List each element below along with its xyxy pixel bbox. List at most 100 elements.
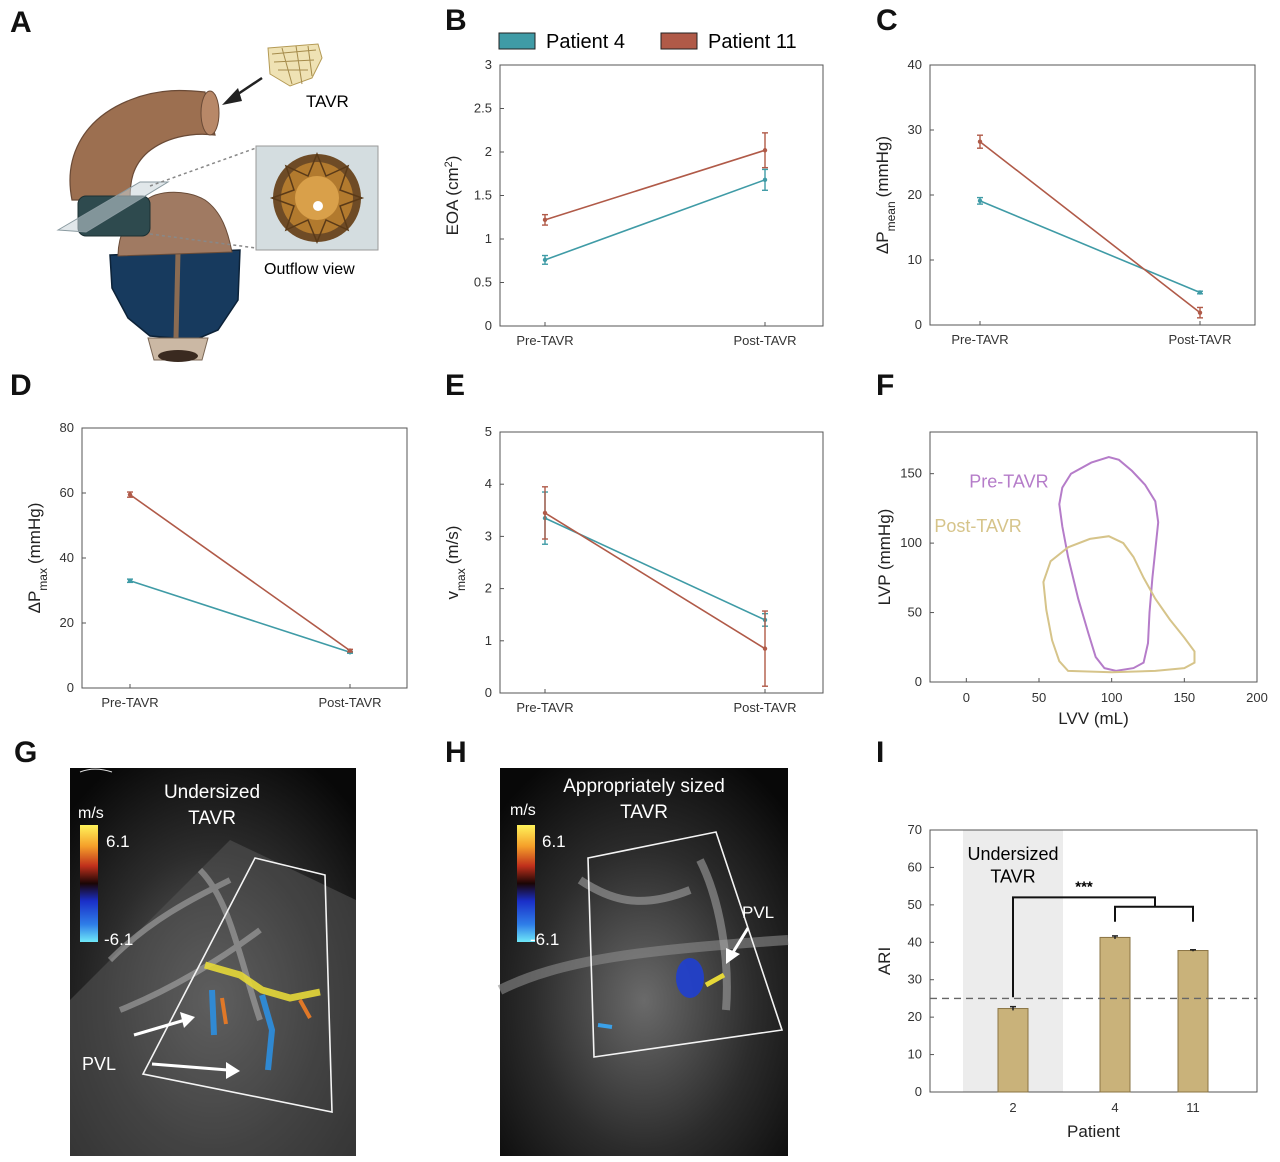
series-line-E-1 [544, 512, 766, 650]
data-point-B-1 [762, 148, 768, 153]
significance-bracket-main [1012, 896, 1156, 998]
y-axis-label-I: ARI [875, 947, 894, 975]
series-label-post-tavr: Post-TAVR [934, 516, 1021, 536]
doppler-jet-blue-g [209, 989, 276, 1071]
y-tick-label-F: 100 [900, 535, 922, 550]
echo-image-h [500, 768, 788, 1156]
colorbar-max-h: 6.1 [542, 832, 566, 851]
ventricle-seam [173, 251, 181, 339]
x-tick-label-B: Post-TAVR [733, 333, 796, 348]
data-point-C-1 [977, 139, 983, 144]
data-point-D-1 [127, 492, 133, 497]
plot-frame-I [929, 829, 1258, 1093]
plot-frame-F [929, 431, 1258, 683]
colorbar-min-h: -6.1 [530, 930, 559, 949]
series-label-pre-tavr: Pre-TAVR [969, 472, 1048, 492]
panel-letter-e: E [445, 369, 465, 402]
y-tick-label-C: 20 [908, 187, 922, 202]
series-line-B-1 [544, 149, 766, 221]
echo-title-h-line2: TAVR [620, 802, 668, 823]
pvl-arrow-2-head-icon [226, 1062, 240, 1079]
x-tick-label-F: 150 [1173, 690, 1195, 705]
y-tick-label-F: 150 [900, 466, 922, 481]
y-tick-label-E: 1 [485, 633, 492, 648]
y-tick-label-C: 40 [908, 57, 922, 72]
x-tick-label-I: 11 [1186, 1100, 1200, 1115]
y-tick-label-I: 20 [908, 1009, 922, 1024]
y-tick-label-D: 0 [67, 680, 74, 695]
panel-h-echo: m/s 6.1 -6.1 Appropriately sized TAVR PV… [497, 768, 789, 1156]
x-axis-label-I: Patient [1067, 1122, 1120, 1141]
echo-title-g-line2: TAVR [188, 808, 236, 829]
panel-letter-c: C [876, 4, 898, 37]
doppler-sector-g [141, 857, 333, 1113]
plot-frame-D [81, 427, 408, 689]
plot-frame-E [499, 431, 824, 694]
tavr-label: TAVR [306, 92, 349, 111]
data-point-C-0 [1197, 290, 1203, 295]
significance-marker: *** [1075, 878, 1093, 895]
x-tick-label-E: Post-TAVR [733, 700, 796, 715]
y-tick-label-C: 0 [915, 317, 922, 332]
y-tick-label-C: 30 [908, 122, 922, 137]
y-tick-label-I: 0 [915, 1084, 922, 1099]
data-point-B-0 [762, 177, 768, 183]
echo-wall-h-1 [497, 935, 789, 995]
y-tick-label-B: 1.5 [474, 188, 492, 203]
y-tick-label-I: 10 [908, 1047, 922, 1062]
data-point-E-1 [762, 646, 768, 651]
x-tick-label-F: 0 [963, 690, 970, 705]
echo-corner-mark-g [79, 768, 113, 773]
x-axis-label-F: LVV (mL) [1058, 709, 1129, 728]
data-point-B-1 [542, 217, 548, 223]
y-tick-label-E: 3 [485, 528, 492, 543]
echo-title-g-line1: Undersized [164, 782, 260, 803]
y-axis-label-D: ΔPmax(mmHg) [25, 503, 50, 614]
y-tick-label-C: 10 [908, 252, 922, 267]
y-tick-label-E: 5 [485, 424, 492, 439]
velocity-colorbar-h [517, 825, 535, 942]
data-point-D-0 [127, 578, 133, 583]
series-line-C-1 [979, 141, 1201, 314]
x-tick-label-B: Pre-TAVR [516, 333, 573, 348]
y-tick-label-B: 2.5 [474, 101, 492, 116]
significance-bracket-group [1114, 905, 1194, 922]
pvl-arrow-h [730, 927, 750, 955]
x-tick-label-F: 50 [1032, 690, 1046, 705]
x-tick-label-D: Pre-TAVR [101, 695, 158, 710]
aorta-opening [200, 90, 220, 136]
data-point-C-1 [1197, 310, 1203, 315]
data-point-E-1 [542, 510, 548, 516]
y-tick-label-D: 80 [60, 420, 74, 435]
y-axis-label-F: LVP (mmHg) [875, 509, 894, 606]
series-line-D-0 [129, 579, 351, 654]
ventricle-port [158, 350, 198, 362]
bar-patient-2 [997, 1008, 1029, 1093]
y-tick-label-B: 0 [485, 318, 492, 333]
pvl-arrow-1 [133, 1018, 186, 1037]
series-line-C-0 [979, 200, 1201, 294]
outflow-photo [255, 145, 379, 251]
annotation-undersized-line2: TAVR [990, 866, 1035, 886]
panel-a-illustration: TAVR Outflow view [56, 43, 379, 362]
series-line-B-0 [544, 179, 766, 261]
panel-letter-h: H [445, 736, 467, 769]
data-point-B-0 [542, 257, 548, 263]
y-tick-label-I: 60 [908, 859, 922, 874]
x-tick-label-I: 4 [1111, 1100, 1118, 1115]
x-tick-label-F: 100 [1101, 690, 1123, 705]
y-tick-label-I: 40 [908, 934, 922, 949]
colorbar-min-g: -6.1 [104, 930, 133, 949]
y-tick-label-B: 1 [485, 231, 492, 246]
y-tick-label-D: 20 [60, 615, 74, 630]
legend-label-patient-4: Patient 4 [546, 31, 625, 53]
y-tick-label-E: 2 [485, 581, 492, 596]
plot-frame-B [499, 64, 824, 327]
legend: Patient 4 Patient 11 [498, 31, 797, 53]
pv-loop-0 [1058, 455, 1160, 672]
y-tick-label-E: 0 [485, 685, 492, 700]
data-point-C-0 [977, 198, 983, 204]
panel-letter-a: A [10, 6, 32, 39]
chart-v-max: 0 1 2 3 4 5 Pre-TAVR Post-TAVR vmax(m/s) [443, 424, 824, 715]
